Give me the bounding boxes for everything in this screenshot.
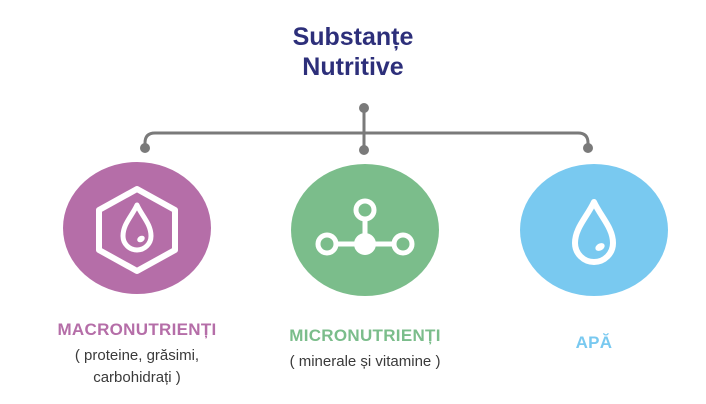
micronutrienti-circle [291,164,439,296]
connector-dot-top [359,103,369,113]
hexagon-drop-icon [96,186,178,274]
apa-circle [520,164,668,296]
micronutrienti-description: ( minerale și vitamine ) [256,351,474,373]
macronutrienti-label: MACRONUTRIENȚI [57,320,217,339]
connector-dot-left [140,143,150,153]
apa-label: APĂ [575,333,613,352]
macronutrienti-circle [63,162,211,294]
title-line-1: Substanțe [292,23,414,51]
title-line-2: Nutritive [302,53,404,81]
macronutrienti-description-line-1: ( proteine, grăsimi, [74,347,200,364]
macronutrienti-description: ( proteine, grăsimi, carbohidrați ) [27,345,247,389]
diagram-title: Substanțe Nutritive [253,22,453,82]
molecule-icon [315,198,415,256]
micronutrienti-label: MICRONUTRIENȚI [289,326,441,345]
connector-bar [143,131,590,148]
macronutrienti-description-line-2: carbohidrați ) [93,369,181,386]
connector-dot-right [583,143,593,153]
connector-dot-center [359,145,369,155]
micronutrienti-description-line-1: ( minerale și vitamine ) [289,353,441,370]
water-drop-icon [572,199,616,265]
